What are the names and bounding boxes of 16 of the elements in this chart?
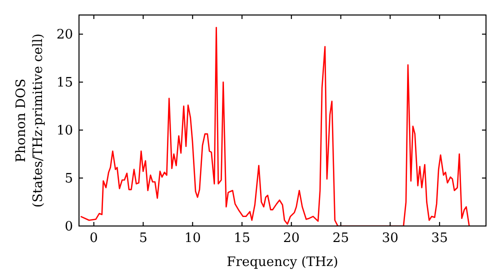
- y-tick-label: 0: [64, 220, 73, 235]
- y-tick-label: 20: [56, 28, 73, 43]
- x-tick-label: 35: [431, 231, 448, 246]
- line-series: [80, 26, 470, 226]
- x-tick-label: 5: [139, 231, 148, 246]
- x-tick-label: 0: [90, 231, 98, 246]
- x-tick-label: 20: [283, 231, 300, 246]
- y-tick-label: 15: [56, 76, 73, 91]
- x-tick-label: 30: [382, 231, 398, 246]
- x-tick-label: 10: [184, 231, 201, 246]
- x-tick-label: 25: [332, 231, 350, 246]
- x-tick-label: 15: [234, 231, 250, 246]
- y-tick-label: 10: [56, 124, 73, 139]
- y-axis-title: Phonon DOS (States/THz·primitive cell): [14, 33, 46, 208]
- x-axis-title: Frequency (THz): [226, 255, 338, 270]
- y-tick-label: 5: [64, 172, 73, 187]
